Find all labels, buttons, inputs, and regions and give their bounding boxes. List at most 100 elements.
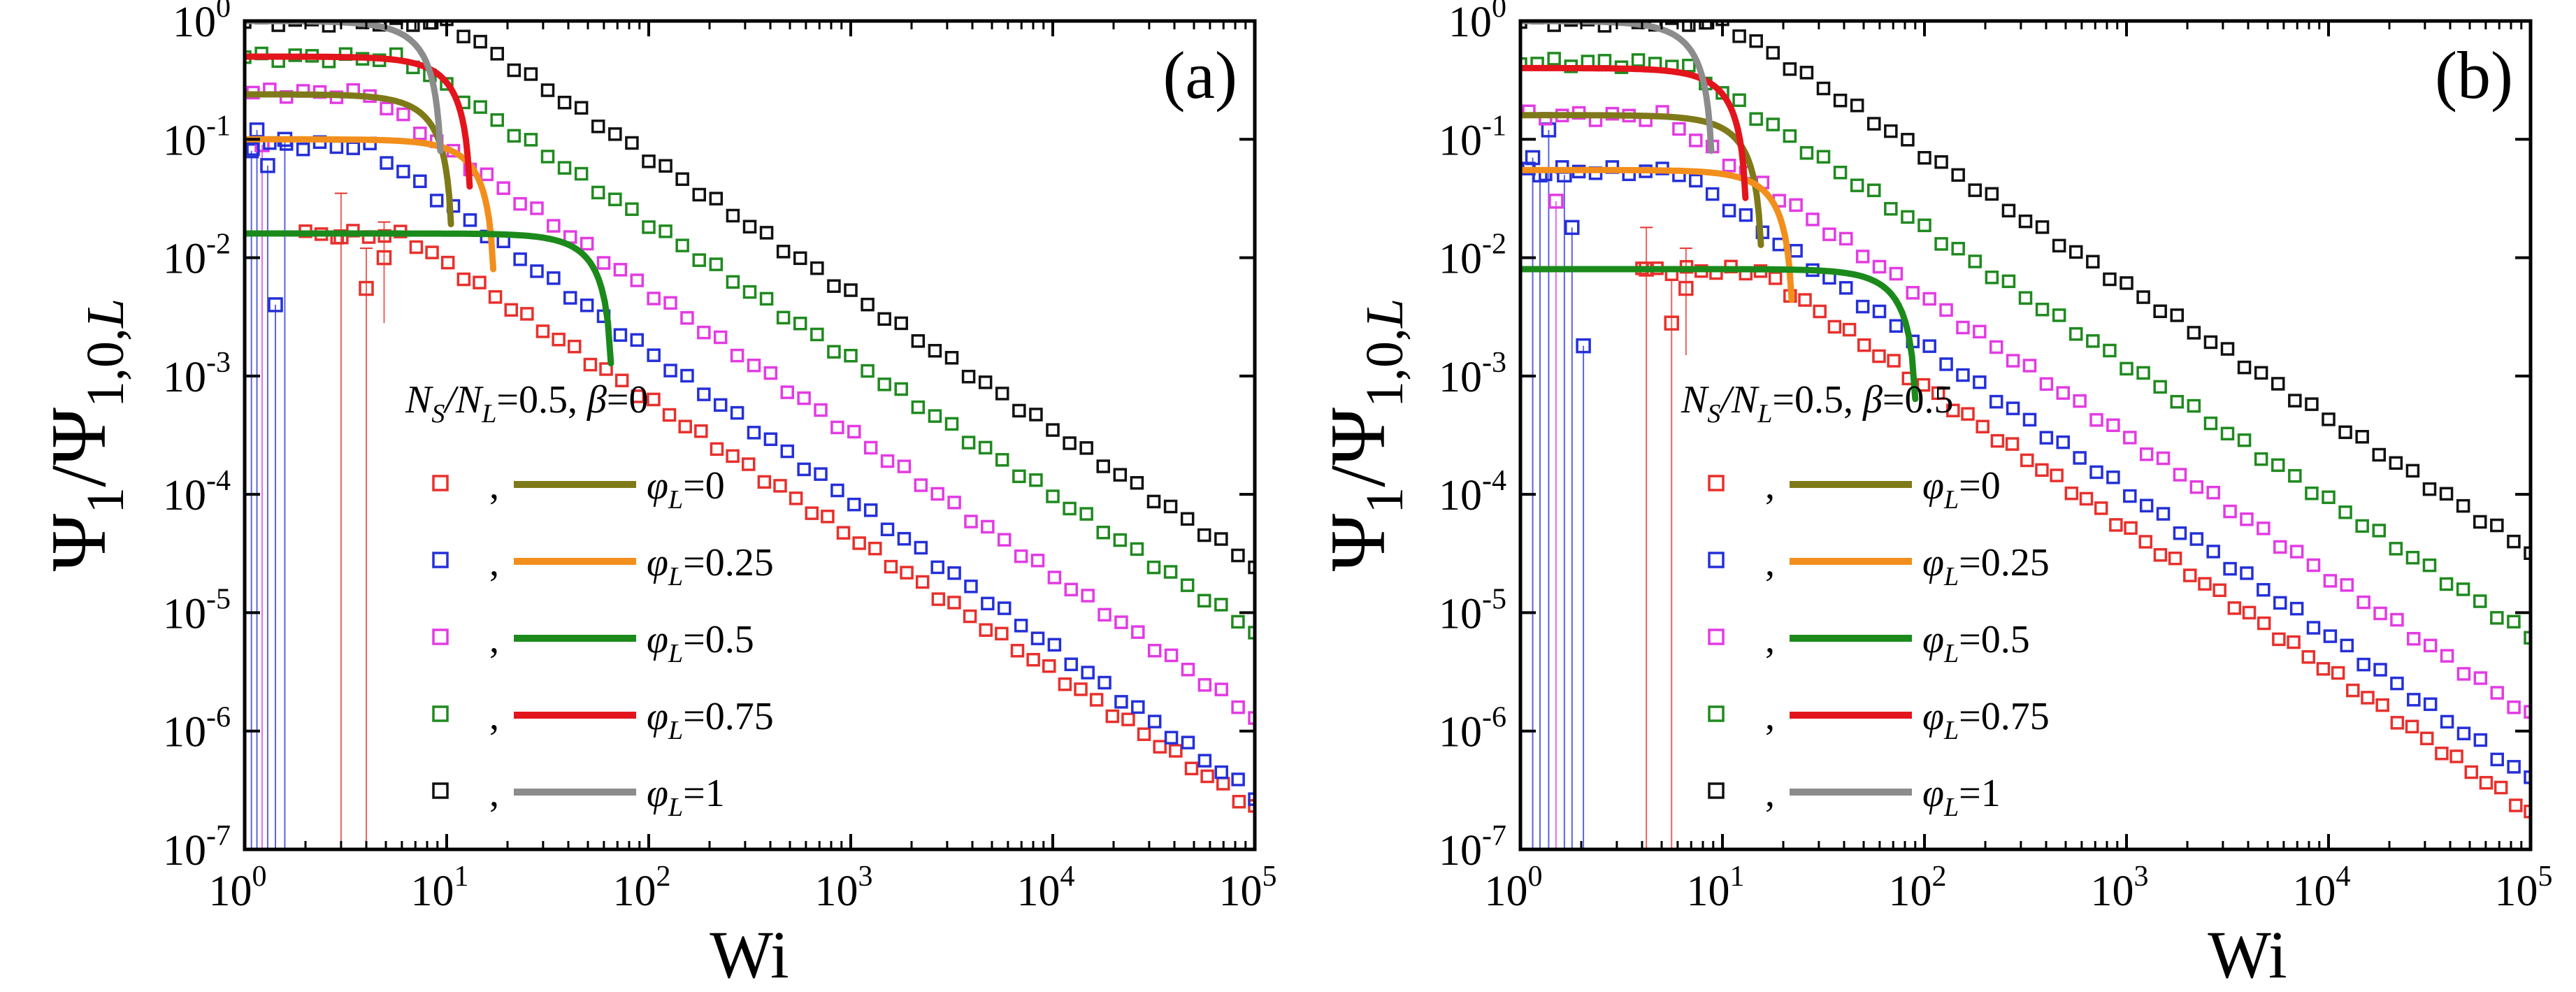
data-point [1976, 419, 1989, 433]
data-point [692, 253, 706, 267]
data-point [2524, 805, 2531, 819]
panel-a-ticks: 100 101 102 103 104 105 100 10-1 10-2 10-3 10-4 10-… [163, 0, 1277, 915]
data-point [574, 166, 589, 181]
data-point [2356, 657, 2370, 672]
data-point [1799, 66, 1814, 80]
data-point [1887, 354, 1901, 368]
data-point [2220, 342, 2235, 356]
data-point [1200, 769, 1214, 784]
theory-curve [245, 230, 614, 367]
data-point [1248, 560, 1255, 575]
data-point [1689, 134, 1703, 148]
data-point [2153, 548, 2168, 562]
data-point [2039, 431, 2054, 445]
data-point [359, 280, 374, 296]
data-point [861, 297, 875, 312]
data-point [884, 559, 898, 574]
data-point [1968, 183, 1982, 197]
data-point [2507, 534, 2521, 549]
data-point [2242, 605, 2257, 620]
data-point [1889, 319, 1904, 333]
data-point [1822, 227, 1836, 241]
data-point [2223, 504, 2237, 519]
data-point [2123, 489, 2137, 503]
data-point [2407, 632, 2421, 646]
data-point [2306, 621, 2321, 635]
x-tick-label: 104 [1017, 861, 1075, 915]
x-tick-label: 105 [2495, 861, 2553, 915]
data-point [1063, 436, 1077, 450]
data-point [2136, 290, 2150, 304]
data-point [2056, 435, 2070, 450]
data-point [2524, 546, 2531, 561]
data-point [322, 21, 336, 33]
data-point [480, 167, 494, 182]
data-point [827, 279, 841, 293]
data-point [1833, 93, 1848, 108]
data-point [557, 95, 572, 110]
data-point [488, 290, 503, 304]
data-point [915, 575, 930, 589]
data-point [863, 503, 878, 517]
data-point [2389, 542, 2403, 556]
panel-a-xlabel: Wi [710, 917, 789, 992]
data-point [530, 201, 544, 215]
data-point [914, 540, 928, 555]
data-point [2288, 468, 2302, 483]
data-point [630, 333, 645, 347]
data-point [1214, 682, 1228, 696]
data-point [2073, 394, 2087, 408]
data-point [583, 357, 598, 372]
data-point [1956, 320, 1970, 335]
data-point [868, 541, 882, 556]
data-point [2022, 412, 2037, 427]
data-point [1872, 304, 1887, 319]
data-point [1766, 45, 1780, 60]
legend-label: φL=0.5 [1922, 618, 2030, 668]
data-point [931, 592, 946, 606]
data-point [1130, 542, 1144, 556]
y-tick-label: 10-3 [163, 347, 231, 401]
legend-comma: , [1765, 618, 1775, 661]
data-point [1922, 292, 1936, 306]
data-point [1098, 675, 1111, 690]
data-point [473, 34, 487, 49]
data-point [1147, 643, 1162, 658]
data-point [663, 296, 677, 310]
data-point [2490, 518, 2504, 533]
data-point [844, 349, 858, 363]
data-point [995, 453, 1009, 467]
panel-b-frame [1518, 19, 2533, 851]
legend-comma: , [1765, 541, 1775, 584]
ylabel-psi: Ψ [1315, 513, 1402, 571]
legend-label: φL=0 [647, 464, 725, 515]
data-point [2287, 635, 2301, 649]
ylabel-sub3: L [76, 299, 135, 329]
data-point [757, 475, 772, 489]
data-point [861, 364, 875, 378]
data-point [1939, 303, 1953, 317]
data-point [2456, 582, 2470, 596]
data-point [805, 506, 819, 520]
data-point [780, 385, 794, 399]
data-point [1951, 241, 1965, 256]
data-point [741, 457, 756, 471]
data-point [847, 497, 861, 512]
data-point [1153, 740, 1167, 754]
data-point [1081, 666, 1095, 680]
data-point [1029, 408, 1043, 422]
data-point [997, 533, 1012, 547]
data-point [1581, 21, 1595, 27]
data-point [2035, 220, 2050, 234]
data-point [2240, 566, 2254, 580]
data-point [547, 271, 561, 285]
x-tick-label: 103 [2091, 861, 2149, 915]
data-point [429, 194, 444, 208]
data-point [2039, 377, 2054, 391]
data-point [2106, 470, 2120, 484]
ylabel-slash: /Ψ [1315, 408, 1402, 487]
data-point [1946, 403, 1960, 417]
data-point [2331, 666, 2345, 680]
data-point [697, 325, 711, 340]
